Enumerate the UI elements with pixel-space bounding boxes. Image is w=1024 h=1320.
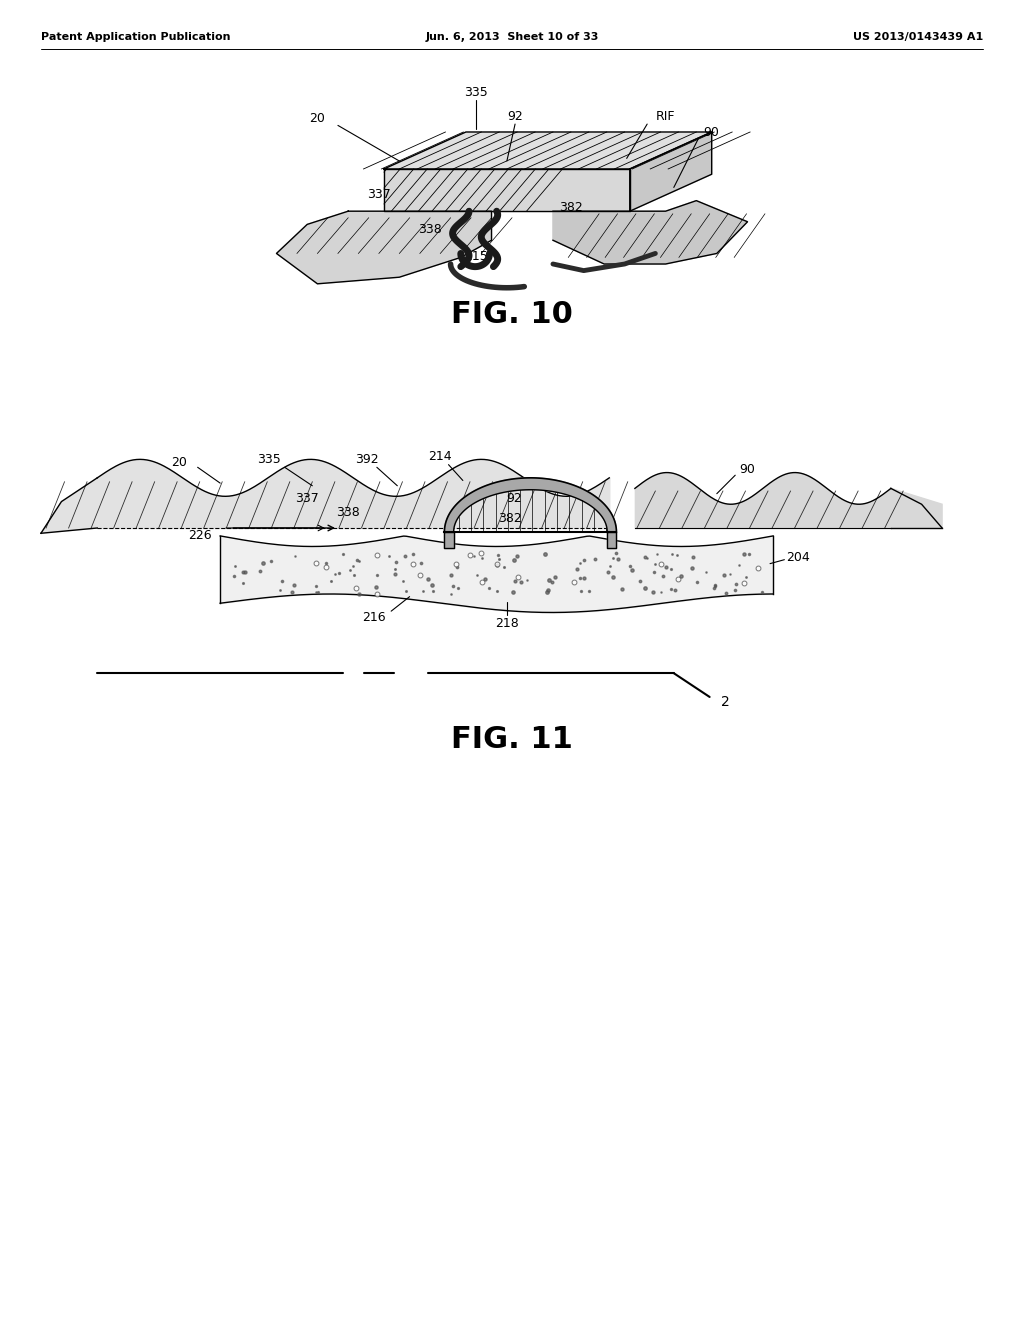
Text: US 2013/0143439 A1: US 2013/0143439 A1 xyxy=(853,32,983,42)
Polygon shape xyxy=(384,169,630,211)
Text: 20: 20 xyxy=(171,455,187,469)
Polygon shape xyxy=(553,201,748,264)
Text: Jun. 6, 2013  Sheet 10 of 33: Jun. 6, 2013 Sheet 10 of 33 xyxy=(425,32,599,42)
Text: 392: 392 xyxy=(354,453,379,466)
Text: RIF: RIF xyxy=(655,110,676,123)
Text: 226: 226 xyxy=(187,529,212,543)
Polygon shape xyxy=(891,488,942,528)
Polygon shape xyxy=(384,132,712,169)
Text: 335: 335 xyxy=(257,453,282,466)
Text: 90: 90 xyxy=(703,125,720,139)
Text: 215: 215 xyxy=(464,249,488,263)
Polygon shape xyxy=(607,532,616,548)
Text: 204: 204 xyxy=(786,550,810,564)
Text: 92: 92 xyxy=(507,110,523,123)
Text: 338: 338 xyxy=(418,223,442,236)
Polygon shape xyxy=(444,532,454,548)
Text: 92: 92 xyxy=(506,492,522,506)
Text: 382: 382 xyxy=(498,512,522,525)
Text: 20: 20 xyxy=(309,112,326,125)
Polygon shape xyxy=(276,211,492,284)
Text: 335: 335 xyxy=(464,86,488,99)
Text: 216: 216 xyxy=(361,611,386,624)
Text: FIG. 11: FIG. 11 xyxy=(451,725,573,754)
Text: 90: 90 xyxy=(739,463,756,477)
Polygon shape xyxy=(41,478,97,533)
Text: 218: 218 xyxy=(495,616,519,630)
Text: Patent Application Publication: Patent Application Publication xyxy=(41,32,230,42)
Text: 338: 338 xyxy=(336,506,360,519)
Text: FIG. 10: FIG. 10 xyxy=(451,300,573,329)
Polygon shape xyxy=(630,132,712,211)
Text: 337: 337 xyxy=(367,187,391,201)
Text: 2: 2 xyxy=(721,696,729,709)
Polygon shape xyxy=(444,478,616,532)
Text: 214: 214 xyxy=(428,450,453,463)
Text: 382: 382 xyxy=(559,201,584,214)
Text: 337: 337 xyxy=(295,492,319,506)
